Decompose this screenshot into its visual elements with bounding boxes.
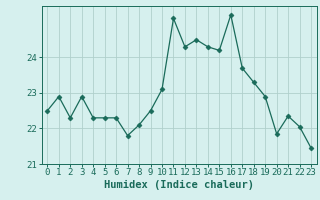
X-axis label: Humidex (Indice chaleur): Humidex (Indice chaleur)	[104, 180, 254, 190]
